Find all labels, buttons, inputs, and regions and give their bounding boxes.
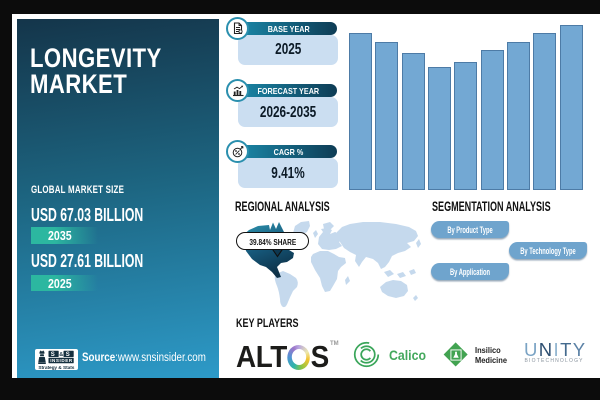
svg-text:S: S (66, 352, 70, 358)
svg-text:S: S (51, 352, 55, 358)
svg-text:INSIDER: INSIDER (50, 358, 73, 363)
svg-text:&: & (59, 352, 63, 358)
svg-text:Strategy & Stats: Strategy & Stats (38, 365, 74, 370)
